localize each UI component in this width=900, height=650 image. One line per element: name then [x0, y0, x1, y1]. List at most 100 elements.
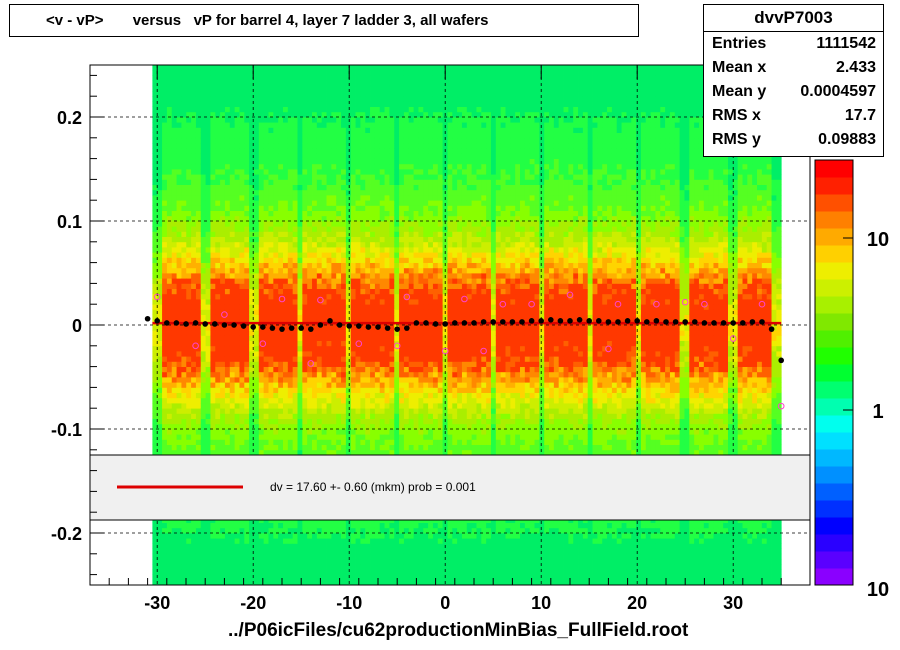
heatmap-cell	[292, 111, 298, 118]
heatmap-cell	[307, 143, 313, 149]
heatmap-cell	[229, 252, 236, 258]
heatmap-cell	[181, 335, 187, 341]
heatmap-cell	[350, 80, 356, 87]
heatmap-cell	[384, 423, 390, 430]
heatmap-cell	[200, 330, 207, 336]
heatmap-cell	[239, 569, 245, 575]
stats-label: RMS x	[712, 107, 761, 124]
heatmap-cell	[287, 75, 294, 81]
heatmap-cell	[162, 106, 168, 113]
heatmap-cell	[258, 361, 265, 367]
heatmap-cell	[283, 111, 289, 118]
heatmap-cell	[360, 423, 366, 430]
heatmap-cell	[331, 189, 337, 196]
heatmap-cell	[316, 236, 323, 243]
heatmap-cell	[200, 382, 207, 388]
heatmap-cell	[195, 132, 202, 139]
heatmap-cell	[258, 330, 265, 336]
heatmap-cell	[389, 262, 395, 269]
heatmap-cell	[191, 413, 197, 419]
heatmap-cell	[312, 293, 318, 300]
heatmap-cell	[205, 200, 211, 206]
heatmap-cell	[210, 80, 216, 87]
heatmap-cell	[234, 366, 240, 373]
heatmap-cell	[249, 569, 255, 575]
heatmap-cell	[157, 257, 163, 263]
heatmap-cell	[297, 356, 303, 362]
heatmap-cell	[176, 382, 182, 388]
heatmap-cell	[336, 413, 342, 419]
heatmap-cell	[181, 449, 187, 456]
heatmap-cell	[365, 439, 371, 445]
heatmap-cell	[157, 127, 163, 133]
heatmap-cell	[365, 106, 371, 113]
heatmap-cell	[389, 241, 395, 248]
heatmap-cell	[355, 538, 361, 544]
heatmap-cell	[253, 106, 260, 113]
heatmap-cell	[244, 137, 250, 144]
heatmap-cell	[195, 351, 202, 357]
heatmap-cell	[249, 340, 255, 347]
heatmap-cell	[166, 179, 173, 185]
heatmap-cell	[350, 387, 356, 393]
heatmap-cell	[283, 215, 289, 222]
heatmap-cell	[176, 278, 182, 284]
heatmap-cell	[365, 226, 371, 232]
heatmap-cell	[258, 377, 265, 383]
heatmap-cell	[379, 314, 385, 321]
heatmap-cell	[224, 169, 231, 175]
heatmap-cell	[345, 132, 352, 139]
heatmap-cell	[341, 148, 347, 154]
heatmap-cell	[224, 132, 231, 139]
heatmap-cell	[195, 434, 202, 440]
heatmap-cell	[152, 283, 158, 289]
heatmap-cell	[312, 163, 318, 170]
heatmap-cell	[229, 371, 236, 378]
heatmap-cell	[273, 96, 279, 102]
heatmap-cell	[205, 226, 211, 232]
heatmap-cell	[307, 137, 313, 144]
heatmap-cell	[249, 65, 255, 71]
heatmap-cell	[195, 283, 202, 289]
heatmap-cell	[210, 247, 216, 253]
heatmap-cell	[292, 169, 298, 175]
heatmap-cell	[336, 148, 342, 154]
heatmap-cell	[186, 106, 192, 113]
heatmap-cell	[176, 408, 182, 414]
heatmap-cell	[336, 189, 342, 196]
heatmap-cell	[220, 283, 226, 289]
heatmap-cell	[345, 403, 352, 409]
heatmap-cell	[307, 158, 313, 165]
heatmap-cell	[379, 423, 385, 430]
heatmap-cell	[215, 418, 221, 425]
heatmap-cell	[210, 356, 216, 362]
heatmap-cell	[263, 345, 269, 352]
heatmap-cell	[278, 215, 284, 222]
heatmap-cell	[200, 210, 207, 217]
heatmap-cell	[191, 70, 197, 76]
heatmap-cell	[176, 548, 182, 555]
heatmap-cell	[370, 377, 376, 383]
heatmap-cell	[370, 340, 376, 347]
heatmap-cell	[244, 564, 250, 570]
heatmap-cell	[331, 335, 337, 341]
heatmap-cell	[292, 444, 298, 451]
heatmap-cell	[283, 122, 289, 128]
heatmap-cell	[157, 413, 163, 419]
heatmap-cell	[249, 158, 255, 165]
heatmap-cell	[186, 122, 192, 128]
heatmap-cell	[292, 377, 298, 383]
heatmap-cell	[229, 163, 236, 170]
heatmap-cell	[360, 106, 366, 113]
heatmap-cell	[249, 366, 255, 373]
heatmap-cell	[224, 533, 231, 539]
heatmap-cell	[195, 257, 202, 263]
heatmap-cell	[239, 195, 245, 201]
heatmap-cell	[326, 75, 332, 81]
heatmap-cell	[350, 559, 356, 565]
heatmap-cell	[210, 236, 216, 243]
heatmap-cell	[239, 553, 245, 560]
heatmap-cell	[210, 361, 216, 367]
heatmap-cell	[205, 569, 211, 575]
heatmap-cell	[191, 80, 197, 87]
